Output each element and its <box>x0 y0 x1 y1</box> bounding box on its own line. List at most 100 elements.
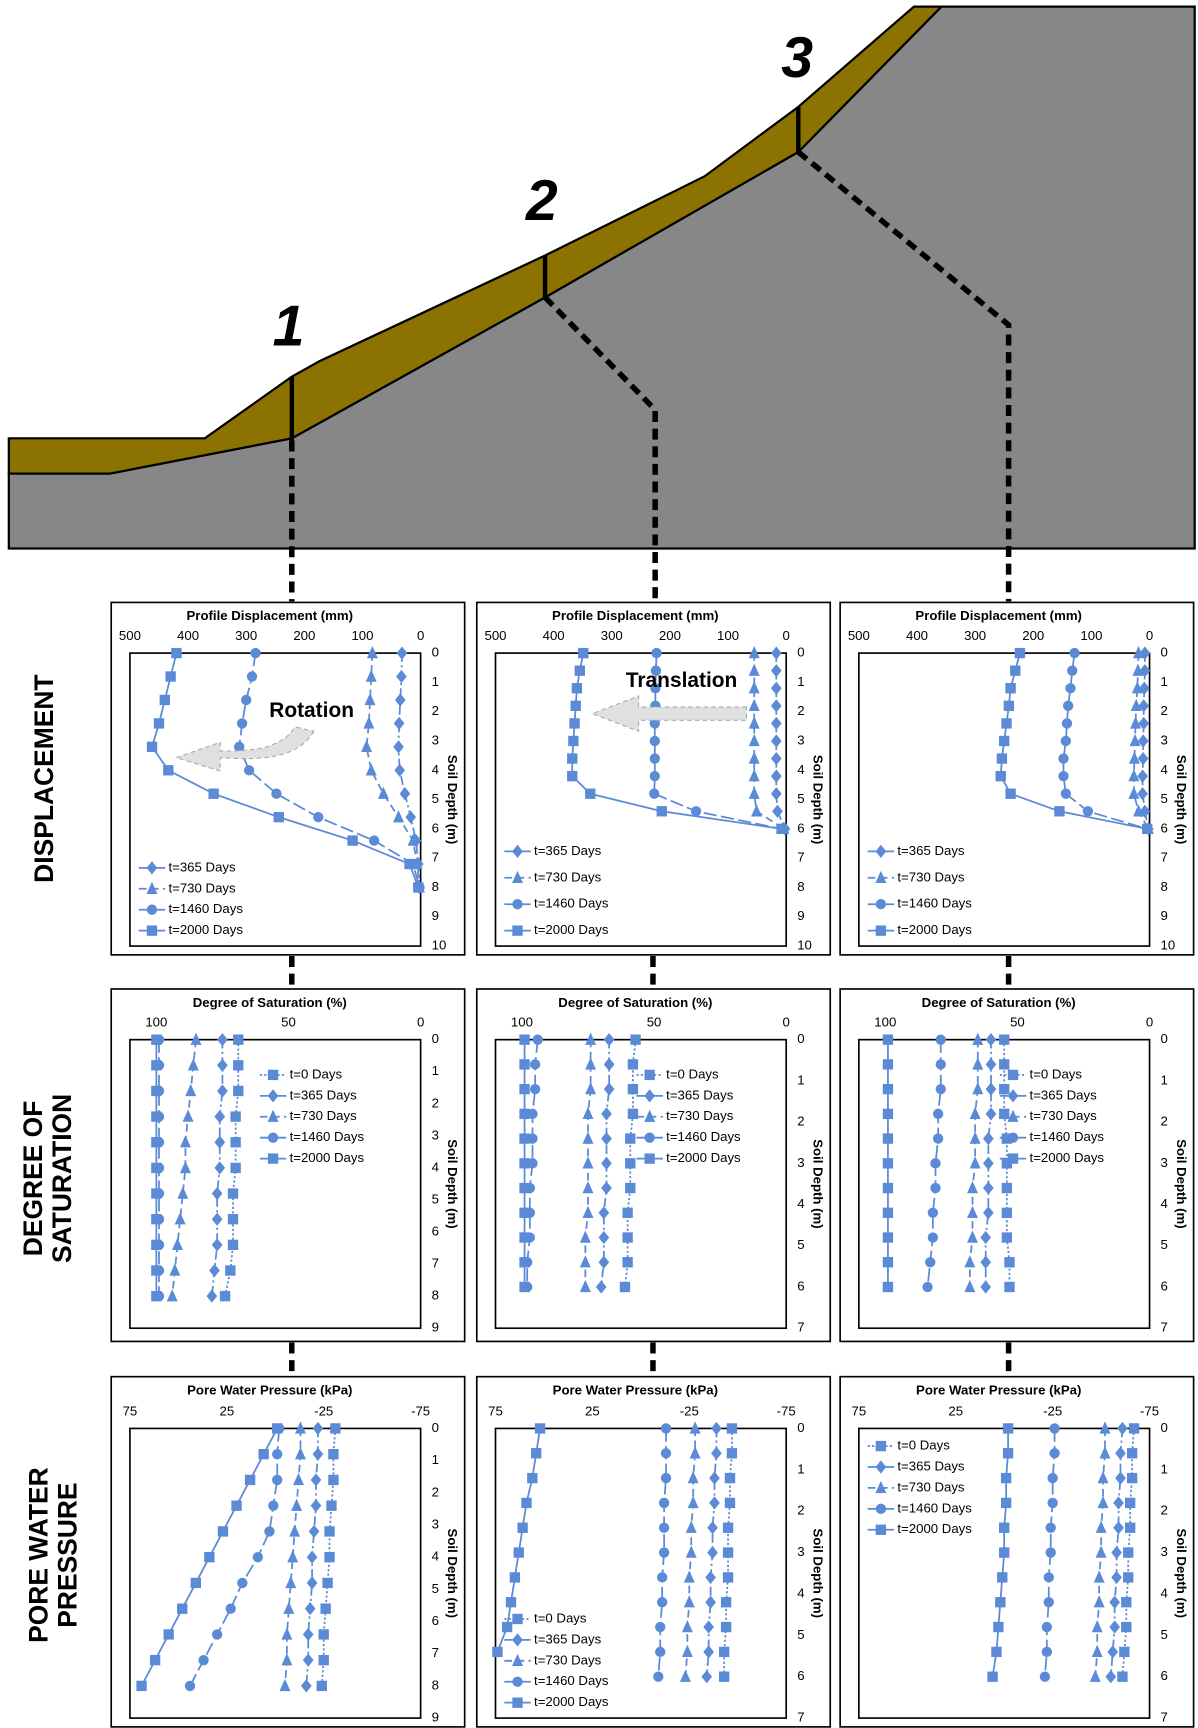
y-tick-label: 1 <box>432 1452 439 1467</box>
data-point <box>152 1163 161 1172</box>
data-point <box>531 1060 540 1069</box>
data-point <box>656 1647 665 1656</box>
annotation: Translation <box>626 669 738 692</box>
data-point <box>883 1159 892 1168</box>
y-tick-label: 3 <box>432 732 439 747</box>
data-point <box>628 1109 637 1118</box>
y-tick-label: 9 <box>432 1710 439 1725</box>
data-point <box>253 1553 262 1562</box>
data-point <box>725 1473 734 1482</box>
data-point <box>883 1282 892 1291</box>
x-tick-label: 300 <box>964 628 986 643</box>
chart-title: Pore Water Pressure (kPa) <box>187 1382 352 1397</box>
data-point <box>654 1672 663 1681</box>
data-point <box>1040 1672 1049 1681</box>
data-point <box>520 1282 529 1291</box>
x-tick-label: -75 <box>1140 1403 1159 1418</box>
data-point <box>228 1240 237 1249</box>
y-tick-label: 5 <box>432 791 439 806</box>
x-tick-label: 100 <box>511 1015 533 1030</box>
legend-marker <box>268 1133 277 1142</box>
data-point <box>1004 701 1013 710</box>
data-point <box>518 1523 527 1532</box>
data-point <box>934 1134 943 1143</box>
y-axis-label: Soil Depth (m) <box>1174 1139 1189 1228</box>
data-point <box>152 1240 161 1249</box>
legend-marker <box>513 1698 522 1707</box>
legend-label: t=730 Days <box>897 869 965 884</box>
y-tick-label: 7 <box>1161 850 1168 865</box>
y-tick-label: 1 <box>797 1461 804 1476</box>
y-tick-label: 3 <box>797 1544 804 1559</box>
legend-label: t=365 Days <box>1030 1087 1098 1102</box>
data-point <box>1048 1473 1057 1482</box>
data-point <box>936 1035 945 1044</box>
data-point <box>883 1109 892 1118</box>
legend-label: t=2000 Days <box>534 922 609 937</box>
data-point <box>226 1604 235 1613</box>
data-point <box>1127 1449 1136 1458</box>
data-point <box>164 1630 173 1639</box>
data-point <box>532 1449 541 1458</box>
data-point <box>720 1647 729 1656</box>
data-point <box>571 701 580 710</box>
legend-label: t=730 Days <box>534 869 602 884</box>
data-point <box>147 742 156 751</box>
y-tick-label: 9 <box>797 908 804 923</box>
data-point <box>1059 754 1068 763</box>
y-tick-label: 3 <box>797 1155 804 1170</box>
data-point <box>1003 1449 1012 1458</box>
data-point <box>1000 736 1009 745</box>
slope-diagram: 1 2 3 <box>9 7 1195 549</box>
row-label: SATURATION <box>47 1094 77 1263</box>
data-point <box>661 1424 670 1433</box>
x-tick-label: 300 <box>601 628 623 643</box>
y-tick-label: 3 <box>432 1516 439 1531</box>
y-tick-label: 8 <box>797 879 804 894</box>
data-point <box>628 1085 637 1094</box>
data-point <box>926 1258 935 1267</box>
data-point <box>274 813 283 822</box>
x-tick-label: 0 <box>417 1015 424 1030</box>
y-tick-label: 5 <box>1161 1237 1168 1252</box>
data-point <box>727 1449 736 1458</box>
x-tick-label: 100 <box>717 628 739 643</box>
data-point <box>650 736 659 745</box>
row-label: PRESSURE <box>52 1482 82 1627</box>
y-tick-label: 6 <box>797 820 804 835</box>
y-tick-label: 1 <box>797 1072 804 1087</box>
chart-title: Pore Water Pressure (kPa) <box>916 1382 1081 1397</box>
y-tick-label: 5 <box>432 1191 439 1206</box>
data-point <box>1126 1523 1135 1532</box>
panel-frame <box>111 602 464 954</box>
data-point <box>656 1622 665 1631</box>
data-point <box>883 1258 892 1267</box>
data-point <box>626 1183 635 1192</box>
data-point <box>1059 772 1068 781</box>
data-point <box>199 1656 208 1665</box>
data-point <box>319 1656 328 1665</box>
data-point <box>493 1647 502 1656</box>
data-point <box>1002 719 1011 728</box>
y-tick-label: 0 <box>797 1031 804 1046</box>
data-point <box>152 1035 161 1044</box>
x-tick-label: 0 <box>783 628 790 643</box>
x-tick-label: 400 <box>543 628 565 643</box>
data-point <box>586 789 595 798</box>
legend-marker <box>147 926 156 935</box>
data-point <box>319 1630 328 1639</box>
x-tick-label: 0 <box>1146 628 1153 643</box>
data-point <box>658 1573 667 1582</box>
y-tick-label: 5 <box>797 791 804 806</box>
y-tick-label: 0 <box>797 645 804 660</box>
data-point <box>520 1258 529 1267</box>
data-point <box>661 1473 670 1482</box>
data-point <box>572 684 581 693</box>
page: {"diagram": {"section_labels": ["1", "2"… <box>0 0 1198 1728</box>
row-label: DISPLACEMENT <box>29 674 59 882</box>
x-tick-label: 75 <box>123 1403 138 1418</box>
data-point <box>185 1681 194 1690</box>
y-tick-label: 4 <box>797 1585 804 1600</box>
y-axis-label: Soil Depth (m) <box>811 755 826 844</box>
data-point <box>631 1035 640 1044</box>
